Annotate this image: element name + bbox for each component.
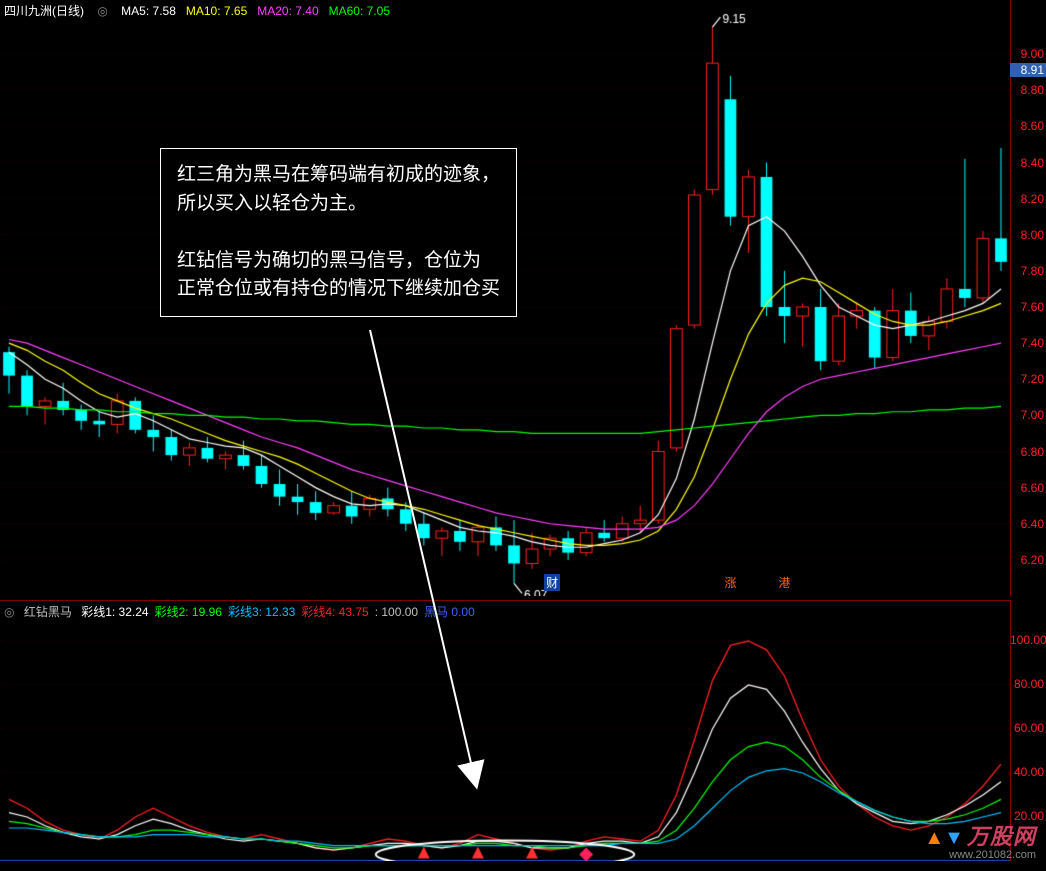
y-tick: 100.00 (1010, 633, 1044, 647)
watermark-url: www.201082.com (949, 849, 1036, 861)
y-tick: 7.40 (1010, 336, 1044, 350)
watermark-logo: ▲▼ 万股网 www.201082.com (924, 825, 1036, 861)
indicator-y-axis: 20.00 40.00 60.00 80.00 100.00 (1010, 600, 1046, 860)
y-tick: 40.00 (1010, 765, 1044, 779)
y-tick: 8.40 (1010, 156, 1044, 170)
y-tick: 6.60 (1010, 481, 1044, 495)
indicator-legend-item: 彩线2: 19.96 (155, 605, 222, 619)
annotation-box: 红三角为黑马在筹码端有初成的迹象，所以买入以轻仓为主。 红钻信号为确切的黑马信号… (160, 148, 517, 317)
annotation-line (177, 218, 500, 247)
y-tick: 8.80 (1010, 83, 1044, 97)
y-tick: 7.20 (1010, 372, 1044, 386)
indicator-legend-item: 彩线3: 12.33 (228, 605, 295, 619)
annotation-line: 红三角为黑马在筹码端有初成的迹象， (177, 161, 500, 190)
indicator-canvas[interactable] (0, 601, 1010, 861)
indicator-legend-item: : 100.00 (375, 605, 418, 619)
y-tick: 6.20 (1010, 553, 1044, 567)
y-tick: 7.60 (1010, 300, 1044, 314)
annotation-line: 红钻信号为确切的黑马信号，仓位为 (177, 247, 500, 276)
axis-text-label: 港 (779, 574, 791, 591)
indicator-panel[interactable]: ◎ 红钻黑马 彩线1: 32.24 彩线2: 19.96 彩线3: 12.33 彩线4… (0, 600, 1011, 861)
y-tick: 8.00 (1010, 228, 1044, 242)
y-tick: 6.80 (1010, 445, 1044, 459)
axis-text-label: 财 (544, 574, 560, 591)
price-chart-header: 四川九洲(日线) ◎ MA5: 7.58 MA10: 7.65 MA20: 7.40… (4, 2, 410, 19)
y-tick: 6.40 (1010, 517, 1044, 531)
indicator-legend-item: 彩线1: 32.24 (81, 605, 148, 619)
indicator-header: ◎ 红钻黑马 彩线1: 32.24 彩线2: 19.96 彩线3: 12.33 彩线4… (4, 603, 487, 620)
y-tick-marker: 8.91 (1010, 63, 1046, 77)
y-tick: 8.60 (1010, 119, 1044, 133)
y-tick: 60.00 (1010, 721, 1044, 735)
watermark-brand: 万股网 (967, 824, 1036, 849)
badge-icon: ◎ (97, 4, 107, 18)
y-tick: 80.00 (1010, 677, 1044, 691)
ma-legend-item: MA20: 7.40 (257, 4, 318, 18)
price-y-axis: 6.20 6.40 6.60 6.80 7.00 7.20 7.40 7.60 7.80 8.00… (1010, 0, 1046, 596)
indicator-legend-item: 黑马 0.00 (424, 605, 475, 619)
annotation-line: 正常仓位或有持仓的情况下继续加仓买 (177, 275, 500, 304)
y-tick: 20.00 (1010, 809, 1044, 823)
axis-text-label: 涨 (724, 574, 736, 591)
annotation-line: 所以买入以轻仓为主。 (177, 190, 500, 219)
ma-legend-item: MA10: 7.65 (186, 4, 247, 18)
y-tick: 7.00 (1010, 408, 1044, 422)
ma-legend-item: MA5: 7.58 (121, 4, 176, 18)
y-tick: 8.20 (1010, 192, 1044, 206)
y-tick: 9.00 (1010, 47, 1044, 61)
indicator-title: 红钻黑马 (24, 605, 72, 619)
stock-title: 四川九洲(日线) (4, 4, 84, 18)
y-tick: 7.80 (1010, 264, 1044, 278)
ma-legend-item: MA60: 7.05 (329, 4, 390, 18)
indicator-legend-item: 彩线4: 43.75 (301, 605, 368, 619)
badge-icon: ◎ (4, 605, 14, 619)
